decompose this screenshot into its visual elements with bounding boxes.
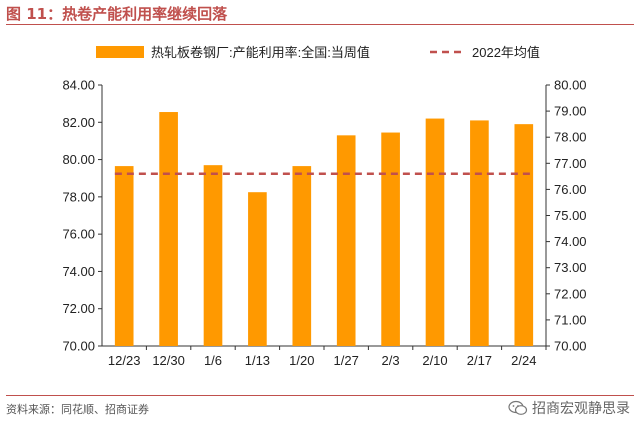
y-left-tick-label: 72.00 — [62, 301, 95, 316]
y-right-tick-label: 76.00 — [554, 182, 587, 197]
y-right-tick-label: 72.00 — [554, 286, 587, 301]
bar — [336, 135, 356, 346]
y-left-tick-label: 78.00 — [62, 189, 95, 204]
legend-label-bar: 热轧板卷钢厂:产能利用率:全国:当周值 — [151, 45, 370, 60]
bar-series — [114, 112, 534, 347]
legend: 热轧板卷钢厂:产能利用率:全国:当周值 2022年均值 — [96, 45, 540, 60]
bar — [114, 166, 134, 346]
bar — [425, 118, 445, 346]
x-tick-label: 12/30 — [152, 353, 185, 368]
y-right-tick-label: 75.00 — [554, 208, 587, 223]
x-tick-label: 1/20 — [289, 353, 314, 368]
y-right-tick-label: 79.00 — [554, 104, 587, 119]
bar — [292, 166, 312, 346]
bar — [514, 124, 534, 347]
y-left-tick-label: 80.00 — [62, 152, 95, 167]
bar — [248, 192, 267, 346]
y-right-tick-label: 80.00 — [554, 78, 587, 93]
bar — [203, 165, 223, 346]
axes: 70.00 72.00 74.00 76.00 78.00 80.00 82.00 84.00… — [62, 78, 586, 369]
x-tick-label: 1/6 — [204, 353, 222, 368]
figure-title: 图 11：热卷产能利用率继续回落 — [6, 5, 228, 23]
y-left-tick-label: 70.00 — [62, 339, 95, 354]
y-left-tick-label: 82.00 — [62, 115, 95, 130]
legend-label-line: 2022年均值 — [472, 45, 540, 60]
watermark: 招商宏观静思录 — [508, 398, 630, 418]
wechat-icon — [508, 400, 528, 415]
bar-chart: 热轧板卷钢厂:产能利用率:全国:当周值 2022年均值 70.00 72.00 74.… — [62, 45, 586, 369]
title-divider — [6, 24, 634, 25]
y-left-tick-label: 76.00 — [62, 227, 95, 242]
x-tick-label: 2/3 — [382, 353, 400, 368]
y-right-tick-label: 71.00 — [554, 312, 587, 327]
x-tick-label: 1/13 — [245, 353, 270, 368]
source-note: 资料来源：同花顺、招商证券 — [6, 403, 149, 416]
x-tick-label: 1/27 — [334, 353, 359, 368]
footer-divider — [6, 395, 634, 396]
x-tick-label: 2/24 — [511, 353, 536, 368]
y-left-tick-label: 84.00 — [62, 78, 95, 93]
watermark-text: 招商宏观静思录 — [532, 401, 630, 417]
y-right-tick-label: 77.00 — [554, 156, 587, 171]
y-left-tick-label: 74.00 — [62, 264, 95, 279]
x-tick-label: 12/23 — [108, 353, 141, 368]
bar — [159, 112, 178, 347]
bar — [470, 120, 489, 347]
legend-swatch-bar — [96, 46, 144, 58]
x-tick-label: 2/10 — [422, 353, 447, 368]
bar — [381, 132, 400, 346]
x-tick-label: 2/17 — [467, 353, 492, 368]
y-right-tick-label: 73.00 — [554, 260, 587, 275]
y-right-tick-label: 70.00 — [554, 339, 587, 354]
y-right-tick-label: 74.00 — [554, 234, 587, 249]
y-right-tick-label: 78.00 — [554, 130, 587, 145]
